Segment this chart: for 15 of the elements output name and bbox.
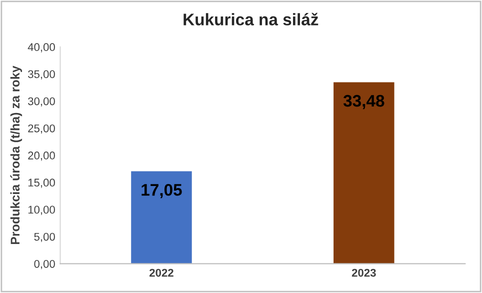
chart-title: Kukurica na siláž	[184, 12, 318, 26]
x-tick-label: 2022	[150, 268, 174, 277]
y-tick-label: 30,00	[28, 97, 55, 107]
y-tick-label: 0,00	[34, 260, 55, 270]
y-tick-label: 5,00	[34, 232, 55, 242]
data-label: 33,48	[343, 94, 384, 110]
y-tick-label: 20,00	[28, 152, 55, 161]
x-tick-label: 2023	[352, 268, 376, 277]
y-tick-label: 35,00	[28, 70, 55, 80]
y-tick-label: 25,00	[28, 124, 55, 134]
y-tick-label: 10,00	[28, 206, 55, 215]
data-label: 17,05	[142, 184, 182, 198]
y-tick-label: 40,00	[28, 43, 55, 52]
y-axis-title: Produkcia úroda (t/ha) za roky	[10, 66, 22, 244]
y-tick-label: 15,00	[28, 178, 55, 188]
